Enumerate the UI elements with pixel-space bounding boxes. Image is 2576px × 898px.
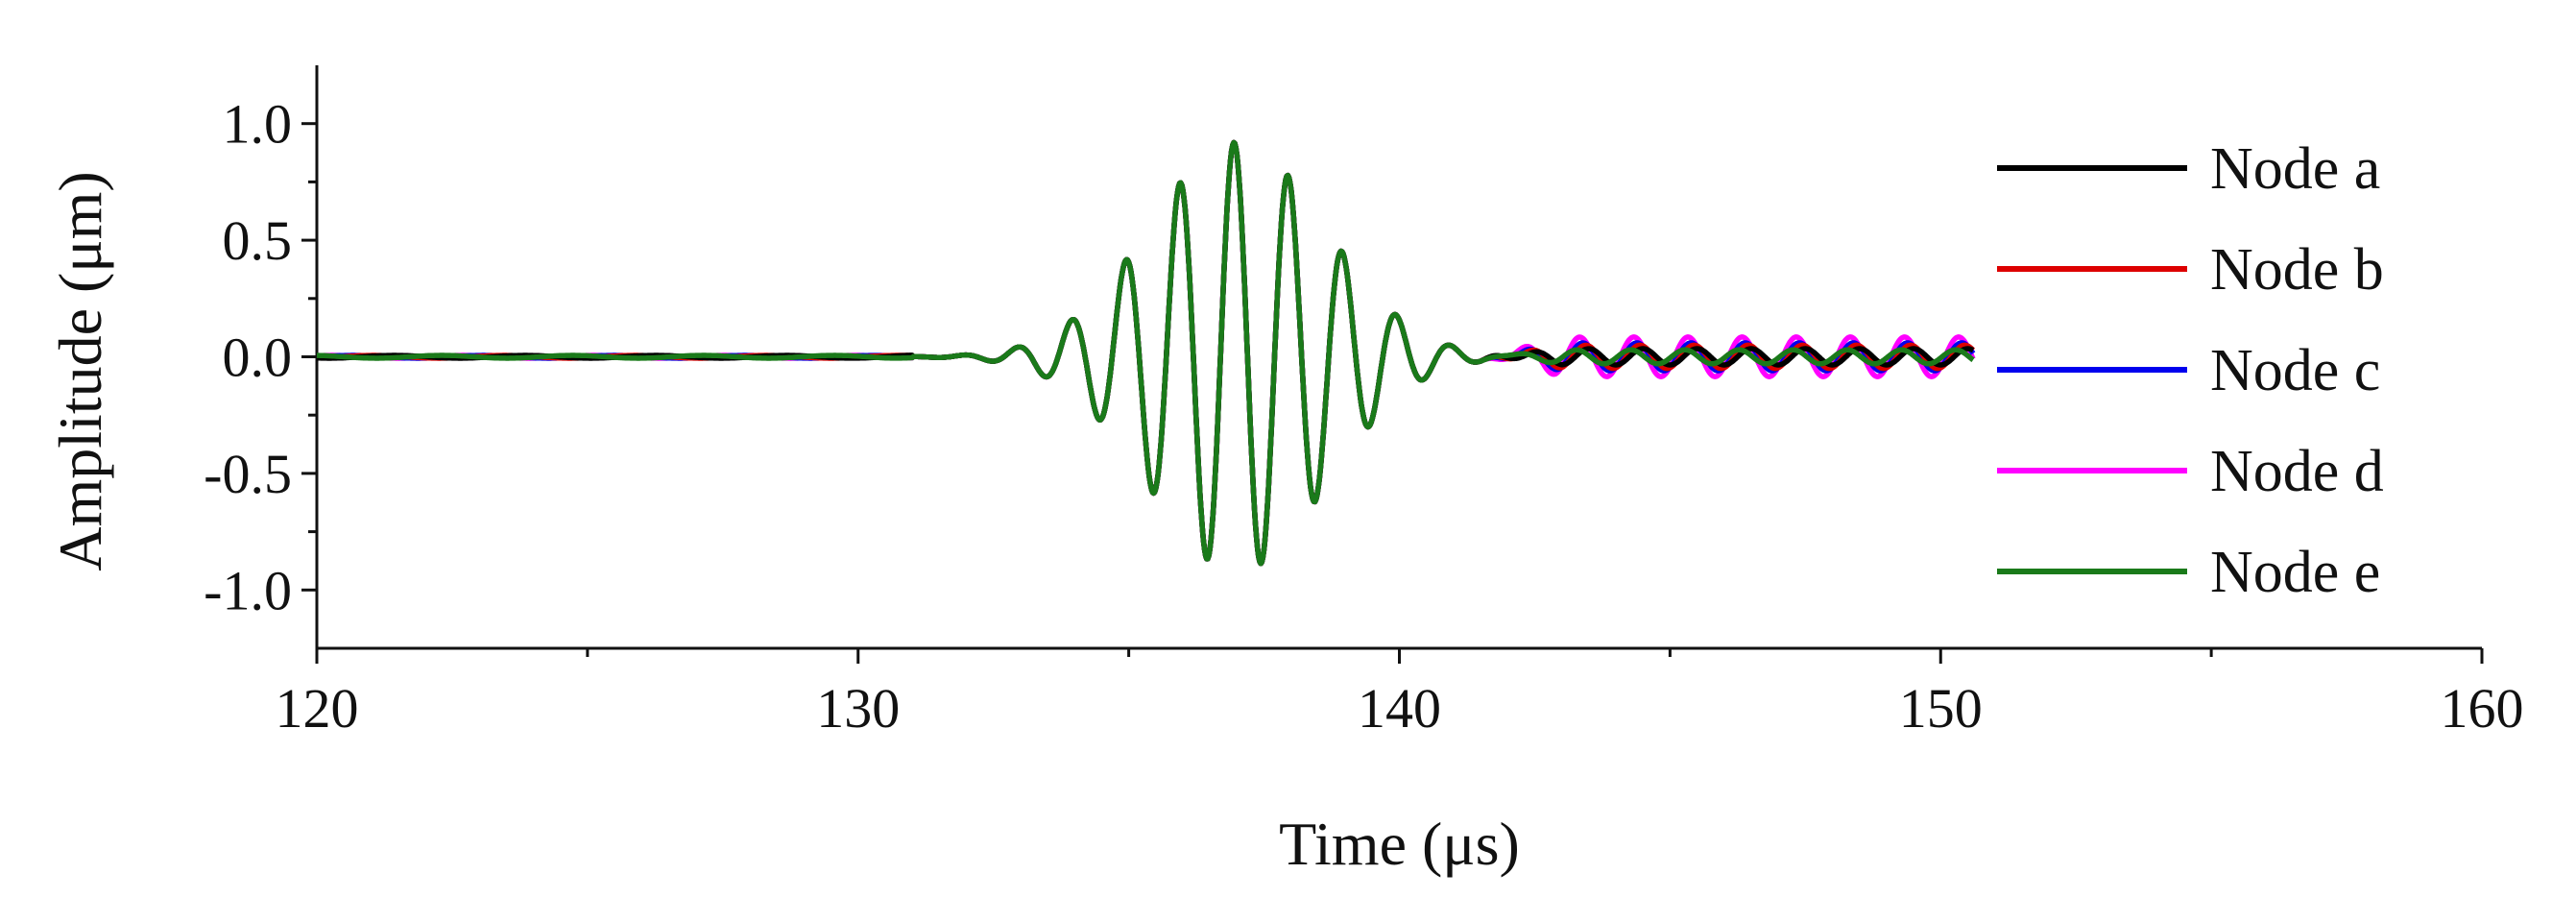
x-axis-ticks: 120 130 140 150 160: [276, 648, 2524, 740]
y-tick-label: 0.0: [223, 327, 293, 389]
y-tick-label: 0.5: [223, 209, 293, 272]
series-layer: [315, 139, 1976, 567]
legend-label: Node a: [2210, 136, 2380, 202]
y-axis-title: Amplitude (μm): [46, 171, 114, 570]
y-tick-label: 1.0: [223, 93, 293, 156]
legend-label: Node b: [2210, 237, 2384, 303]
legend-label: Node c: [2210, 338, 2380, 403]
y-axis-ticks: 1.0 0.5 0.0 -0.5 -1.0: [204, 93, 317, 621]
x-tick-label: 160: [2441, 677, 2524, 740]
y-tick-label: -1.0: [204, 559, 292, 621]
x-tick-label: 130: [816, 677, 900, 740]
legend: Node a Node b Node c Node d Node e: [1997, 136, 2384, 605]
x-tick-label: 120: [276, 677, 359, 740]
x-axis-title: Time (μs): [1279, 810, 1520, 878]
legend-label: Node e: [2210, 540, 2380, 605]
x-tick-label: 150: [1899, 677, 1983, 740]
series-line-node-e: [315, 139, 1975, 567]
legend-label: Node d: [2210, 439, 2384, 504]
x-tick-label: 140: [1358, 677, 1441, 740]
y-tick-label: -0.5: [204, 443, 292, 505]
